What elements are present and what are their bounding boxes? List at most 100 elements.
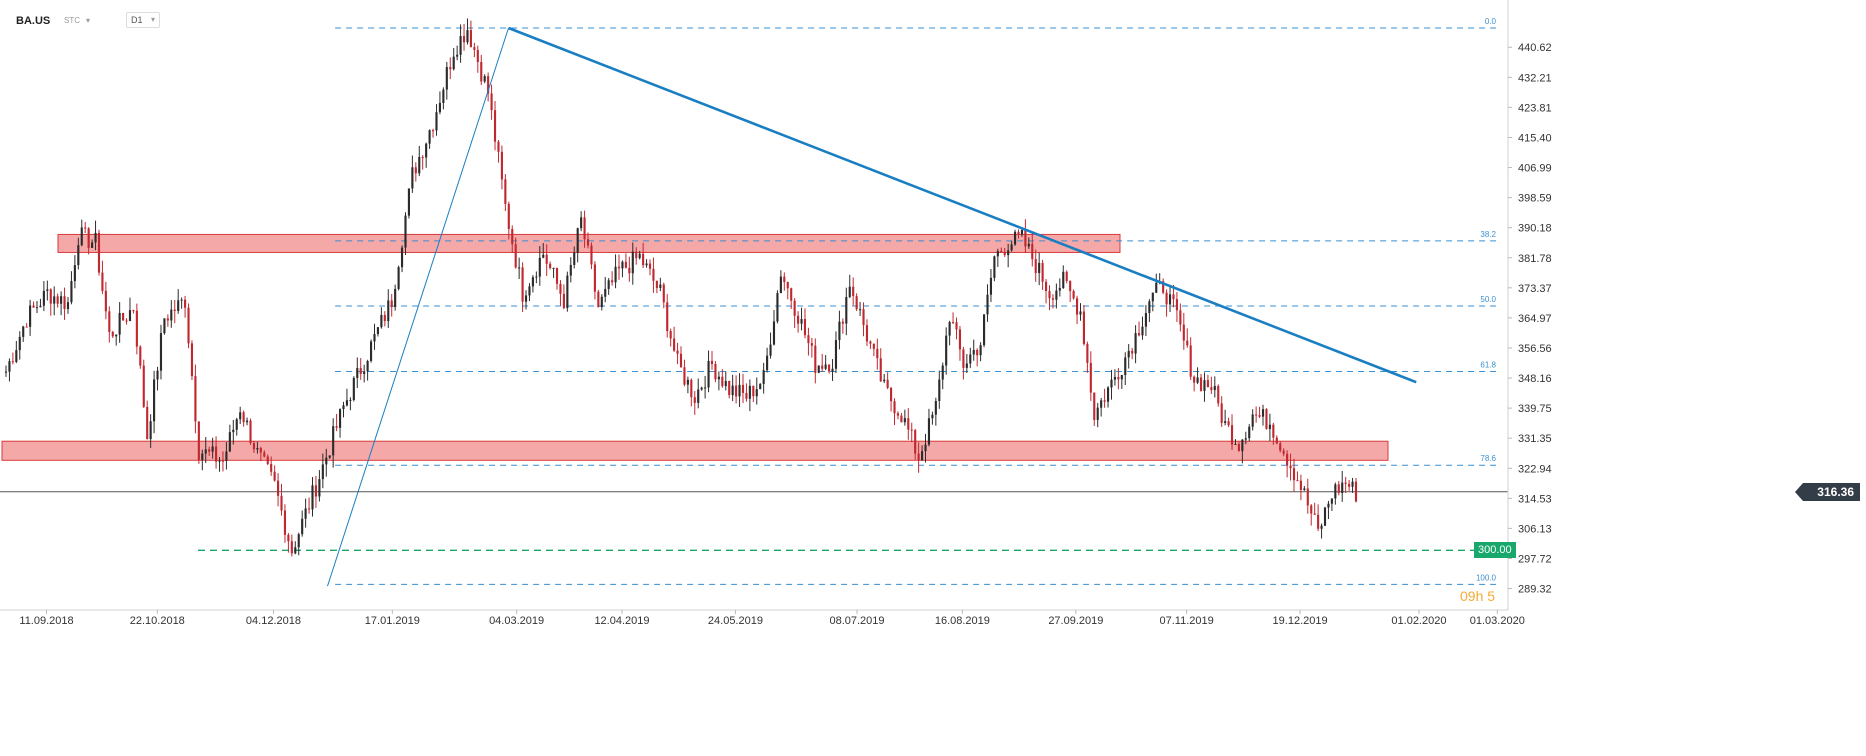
candle-body <box>280 495 283 511</box>
candle-body <box>1175 299 1178 311</box>
candle-body <box>1069 280 1072 292</box>
candle <box>1051 294 1055 309</box>
candle <box>97 229 101 276</box>
candle-body <box>1079 311 1082 315</box>
candle <box>153 370 156 434</box>
date-tick-label: 07.11.2019 <box>1159 615 1213 627</box>
candle <box>1096 403 1099 428</box>
price-tick-label: 373.37 <box>1518 283 1552 295</box>
candle <box>759 383 762 390</box>
candle-body <box>927 418 931 445</box>
candle <box>270 456 273 476</box>
candle-body <box>4 371 8 373</box>
candle-body <box>724 380 727 387</box>
candle-body <box>683 367 686 385</box>
candle <box>452 47 455 71</box>
candle-body <box>328 455 331 458</box>
candle-body <box>1155 282 1158 293</box>
candle-body <box>752 385 755 397</box>
candle <box>648 259 652 276</box>
candle <box>982 314 986 348</box>
candle <box>631 242 634 285</box>
candle-body <box>807 335 810 344</box>
price-tick-label: 364.97 <box>1518 313 1552 325</box>
candle <box>652 257 655 293</box>
candle <box>979 342 982 362</box>
candle-body <box>1292 468 1296 481</box>
candle-body <box>679 353 683 368</box>
candle-body <box>628 267 631 274</box>
candle <box>418 145 421 177</box>
candle-body <box>1024 229 1027 247</box>
candle-body <box>304 508 307 519</box>
candle-body <box>903 418 906 423</box>
candle <box>776 290 779 324</box>
candle-body <box>1000 251 1003 253</box>
candle <box>56 293 59 308</box>
candle-body <box>235 419 238 430</box>
candle <box>683 359 686 387</box>
timeframe-select[interactable]: D1 ▾ <box>126 12 160 28</box>
fibonacci-level-label: 0.0 <box>1485 17 1497 26</box>
candle <box>786 281 789 300</box>
candle <box>797 311 800 333</box>
candle <box>710 351 714 370</box>
candle <box>108 306 111 343</box>
candle <box>666 294 669 338</box>
candle-body <box>659 284 662 288</box>
candle <box>580 211 583 232</box>
candle <box>772 310 776 346</box>
candle <box>318 470 321 502</box>
candle-body <box>459 36 462 55</box>
candle <box>535 271 538 284</box>
symbol-label[interactable]: BA.US <box>16 15 51 27</box>
instrument-type-label[interactable]: STC <box>64 16 80 25</box>
candle-body <box>617 266 621 269</box>
candle <box>139 345 142 369</box>
candle <box>280 483 283 516</box>
candle-body <box>301 518 304 535</box>
candle-body <box>318 479 321 497</box>
candle-body <box>421 156 424 158</box>
candle-body <box>1320 525 1323 529</box>
candle-body <box>728 380 731 396</box>
candle-body <box>18 336 21 351</box>
candle-body <box>156 370 159 380</box>
candle-body <box>173 309 176 311</box>
candle-body <box>1151 292 1154 302</box>
candle <box>1134 325 1137 364</box>
candle-body <box>555 267 559 284</box>
candle <box>1141 316 1144 340</box>
candle <box>366 359 369 381</box>
candle-body <box>159 333 163 371</box>
candle-body <box>449 67 452 70</box>
candle-body <box>383 314 386 322</box>
candle <box>1244 431 1247 445</box>
candle <box>46 280 49 301</box>
candle-body <box>294 547 297 554</box>
chevron-down-icon[interactable]: ▾ <box>86 16 91 25</box>
candle <box>321 453 324 489</box>
candle-body <box>111 331 114 337</box>
candle <box>1058 278 1061 297</box>
candle-body <box>1189 345 1192 377</box>
candle-body <box>1038 262 1041 274</box>
candle-body <box>256 448 259 450</box>
candle-body <box>142 365 145 407</box>
candle <box>731 374 734 402</box>
candle-body <box>759 383 762 390</box>
candle <box>294 541 297 555</box>
candle-body <box>397 267 400 289</box>
candle-body <box>56 296 59 304</box>
candle-body <box>748 385 751 399</box>
candle-body <box>872 343 875 349</box>
price-tick-label: 381.78 <box>1518 253 1552 265</box>
candle <box>1031 232 1034 267</box>
candle <box>590 242 593 270</box>
candle <box>1106 386 1110 408</box>
candle-body <box>1031 243 1034 260</box>
candle-body <box>538 257 541 277</box>
candle-body <box>993 256 996 278</box>
candle-body <box>776 293 779 322</box>
